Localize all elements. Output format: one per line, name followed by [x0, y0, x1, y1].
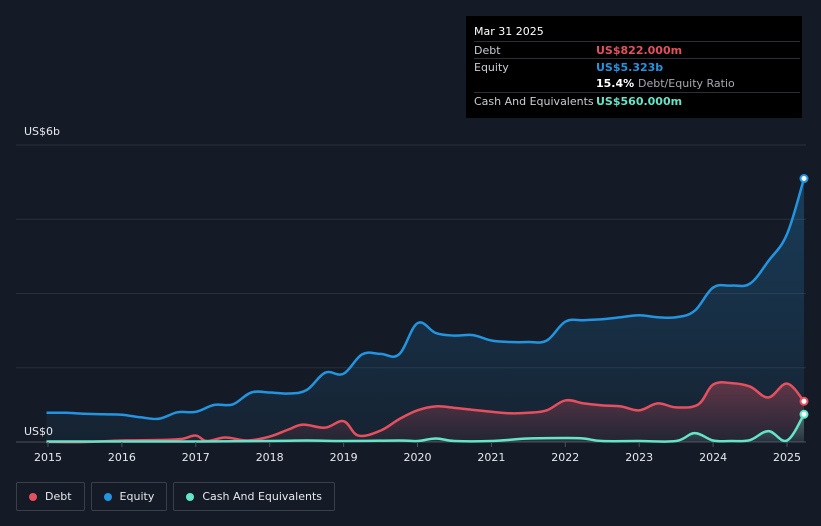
equity-area	[46, 178, 804, 442]
tooltip-debt-label: Debt	[474, 44, 501, 57]
tooltip-cash-label: Cash And Equivalents	[474, 95, 594, 108]
tooltip-row-equity: Equity US$5.323b	[474, 58, 800, 76]
x-tick-label: 2015	[34, 451, 62, 464]
debt-dot-icon	[29, 492, 37, 501]
tooltip-date: Mar 31 2025	[474, 25, 544, 38]
x-tick-label: 2021	[477, 451, 505, 464]
tooltip-row-debt: Debt US$822.000m	[474, 41, 800, 59]
legend-item-cash[interactable]: Cash And Equivalents	[173, 482, 335, 511]
legend-item-equity[interactable]: Equity	[90, 482, 168, 511]
tooltip-ratio: 15.4% Debt/Equity Ratio	[596, 77, 735, 90]
x-tick-label: 2018	[256, 451, 284, 464]
tooltip-row-cash: Cash And Equivalents US$560.000m	[474, 92, 800, 110]
tooltip-equity-label: Equity	[474, 61, 509, 74]
tooltip-row-ratio: 15.4% Debt/Equity Ratio	[474, 75, 800, 92]
x-tick-label: 2023	[625, 451, 653, 464]
tooltip-debt-value: US$822.000m	[596, 44, 683, 57]
debt-area	[46, 382, 804, 443]
chart-legend: Debt Equity Cash And Equivalents	[16, 482, 335, 511]
equity-line	[46, 178, 806, 421]
x-tick-label: 2025	[773, 451, 801, 464]
chart-end-markers	[799, 174, 809, 419]
equity-dot-icon	[103, 492, 112, 501]
data-tooltip: Mar 31 2025 Debt US$822.000m Equity US$5…	[466, 16, 802, 118]
debt-end-marker	[799, 396, 809, 406]
x-tick-label: 2019	[330, 451, 358, 464]
chart-lines	[46, 178, 806, 444]
cash-dot-icon	[186, 492, 195, 501]
x-tick-label: 2022	[551, 451, 579, 464]
x-tick-label: 2024	[699, 451, 727, 464]
legend-cash-label: Cash And Equivalents	[202, 490, 322, 503]
x-tick-label: 2020	[404, 451, 432, 464]
equity-end-marker	[799, 174, 809, 184]
x-axis: 2015 2016 2017 2018 2019 2020 2021 2022 2023 2024…	[34, 442, 801, 464]
x-tick-label: 2017	[182, 451, 210, 464]
y-axis-bottom-label: US$0	[24, 425, 53, 438]
cash-line	[46, 413, 806, 443]
cash-end-marker	[799, 409, 809, 419]
tooltip-cash-value: US$560.000m	[596, 95, 683, 108]
chart-areas	[46, 178, 804, 443]
tooltip-ratio-value: 15.4%	[596, 77, 635, 90]
legend-equity-label: Equity	[119, 490, 155, 503]
y-axis-top-label: US$6b	[24, 125, 60, 138]
tooltip-ratio-label: Debt/Equity Ratio	[638, 77, 735, 90]
legend-debt-label: Debt	[45, 490, 72, 503]
tooltip-equity-value: US$5.323b	[596, 61, 664, 74]
legend-item-debt[interactable]: Debt	[16, 482, 85, 511]
x-tick-label: 2016	[108, 451, 136, 464]
